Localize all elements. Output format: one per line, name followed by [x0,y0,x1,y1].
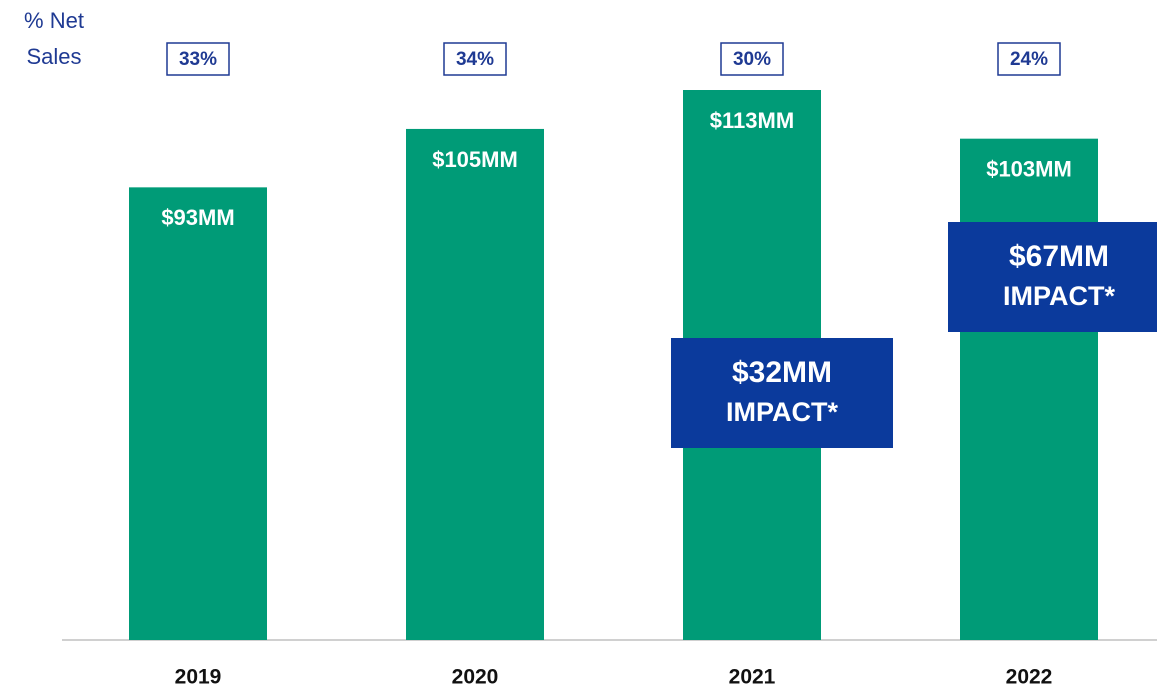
value-label: $113MM [710,108,794,133]
impact-text: IMPACT* [726,397,838,427]
bar [129,187,267,640]
pct-label: 33% [179,49,217,70]
pct-box [720,42,784,76]
pct-label: 34% [456,49,494,70]
pct-box [997,42,1061,76]
pct-box [166,42,230,76]
row-label: % Net [24,8,84,33]
x-tick-label: 2020 [452,666,499,689]
pct-label: 24% [1010,49,1048,70]
x-tick-label: 2019 [175,666,222,689]
value-label: $93MM [161,205,234,230]
impact-label: $67MM [1009,240,1109,273]
impact-box [671,338,893,448]
row-label: Sales [26,44,81,69]
value-label: $103MM [986,156,1072,181]
pct-box [443,42,507,76]
x-tick-label: 2022 [1006,666,1053,689]
impact-box [948,222,1157,332]
pct-label: 30% [733,49,771,70]
impact-label: $32MM [732,356,832,389]
value-label: $105MM [432,147,518,172]
impact-text: IMPACT* [1003,281,1115,311]
bar [406,128,544,640]
x-tick-label: 2021 [729,666,776,689]
bar [960,138,1098,641]
